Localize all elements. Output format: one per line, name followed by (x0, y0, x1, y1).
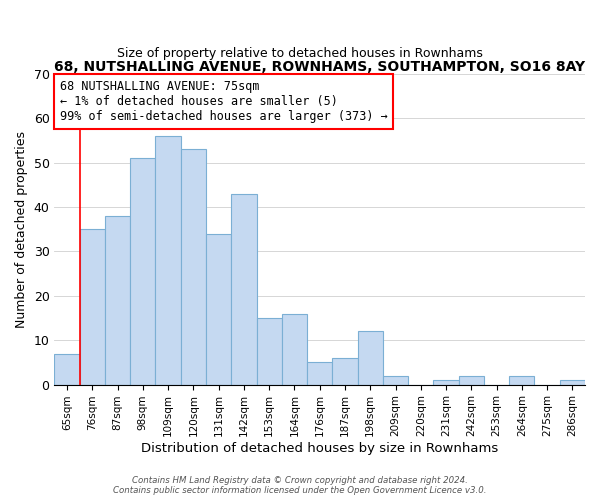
Bar (509, 376, 535, 384)
Bar (231, 194, 257, 384)
Text: 68 NUTSHALLING AVENUE: 75sqm
← 1% of detached houses are smaller (5)
99% of semi: 68 NUTSHALLING AVENUE: 75sqm ← 1% of det… (60, 80, 388, 123)
Bar (433, 380, 458, 384)
Bar (332, 358, 358, 384)
Bar (181, 150, 206, 384)
Bar (458, 376, 484, 384)
Bar (55, 354, 80, 384)
Y-axis label: Number of detached properties: Number of detached properties (15, 131, 28, 328)
X-axis label: Distribution of detached houses by size in Rownhams: Distribution of detached houses by size … (141, 442, 499, 455)
Bar (130, 158, 155, 384)
Bar (560, 380, 585, 384)
Bar (105, 216, 130, 384)
Bar (383, 376, 408, 384)
Text: Size of property relative to detached houses in Rownhams: Size of property relative to detached ho… (117, 48, 483, 60)
Bar (257, 318, 282, 384)
Bar (282, 314, 307, 384)
Bar (155, 136, 181, 384)
Text: Contains HM Land Registry data © Crown copyright and database right 2024.
Contai: Contains HM Land Registry data © Crown c… (113, 476, 487, 495)
Title: 68, NUTSHALLING AVENUE, ROWNHAMS, SOUTHAMPTON, SO16 8AY: 68, NUTSHALLING AVENUE, ROWNHAMS, SOUTHA… (54, 60, 585, 74)
Bar (80, 230, 105, 384)
Bar (206, 234, 231, 384)
Bar (307, 362, 332, 384)
Bar (358, 332, 383, 384)
